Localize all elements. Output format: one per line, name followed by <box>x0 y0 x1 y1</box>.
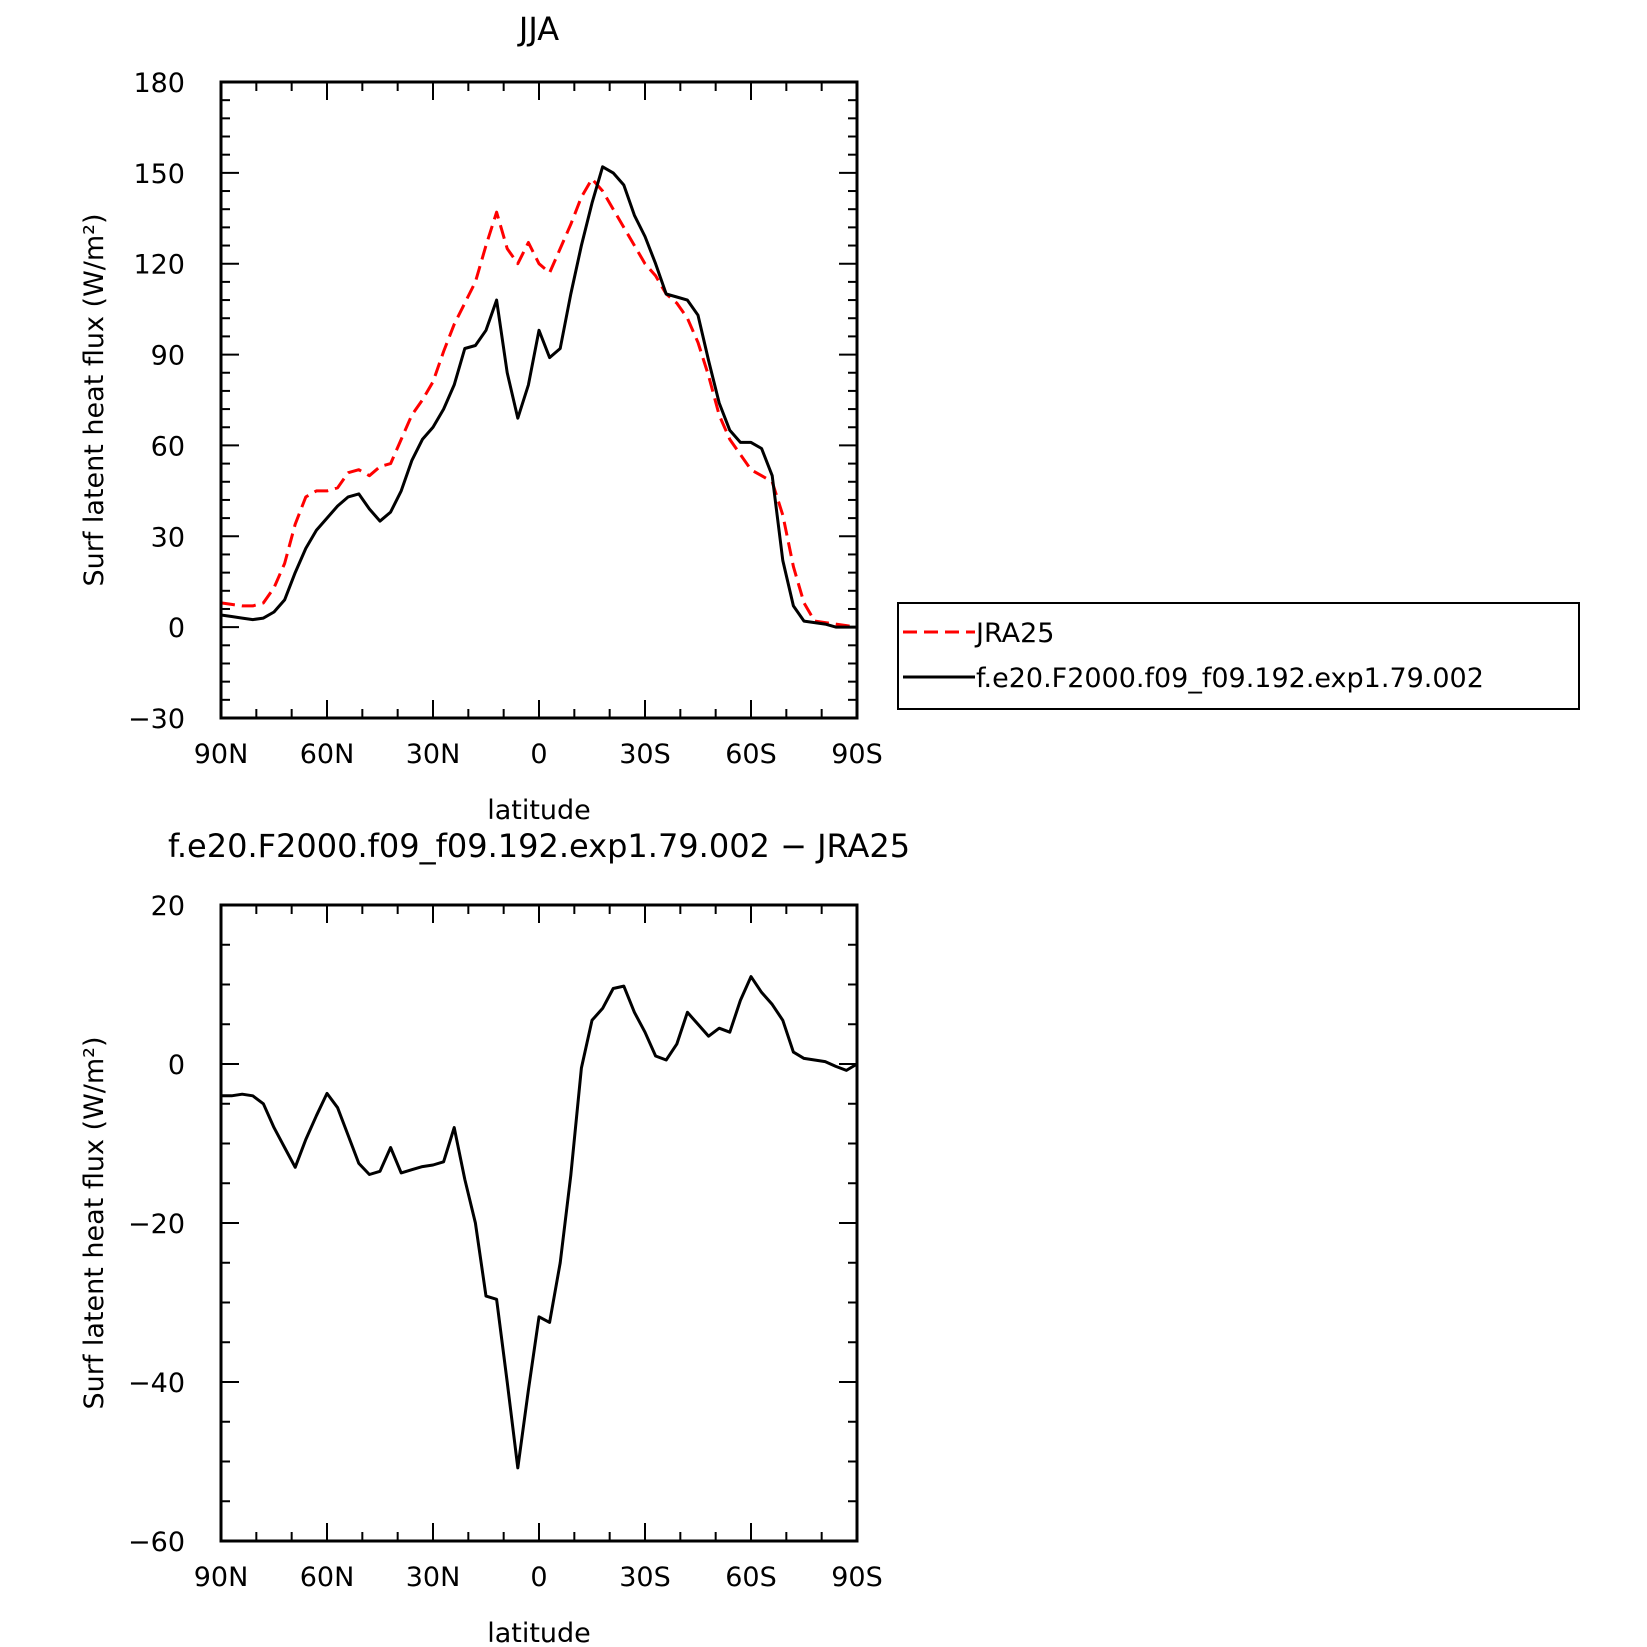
legend-label: f.e20.F2000.f09_f09.192.exp1.79.002 <box>976 663 1484 694</box>
y-tick-label: −40 <box>128 1368 185 1399</box>
x-tick-label: 60N <box>300 1562 355 1593</box>
legend-label: JRA25 <box>974 618 1054 649</box>
top-panel-y-axis-label: Surf latent heat flux (W/m²) <box>79 213 110 586</box>
x-tick-label: 0 <box>530 1562 547 1593</box>
y-tick-label: 120 <box>133 250 185 281</box>
legend-entry-model: f.e20.F2000.f09_f09.192.exp1.79.002 <box>903 663 1484 694</box>
x-tick-label: 90N <box>194 1562 249 1593</box>
series-line-difference <box>221 975 858 1470</box>
bottom-panel-frame <box>219 903 859 1543</box>
x-tick-label: 60S <box>725 739 777 770</box>
x-tick-label: 60S <box>725 1562 777 1593</box>
top-panel: JJA 90N 60N 30N 0 30S 60S 90S 180 150 120 90 60 30 0 −… <box>79 10 883 826</box>
bottom-panel-x-axis-label: latitude <box>487 1618 591 1647</box>
y-tick-label: 0 <box>168 1050 185 1081</box>
series-line-f-e20-f2000-f09-f09-192-exp1-79-002 <box>220 165 857 629</box>
x-tick-label: 0 <box>530 739 547 770</box>
top-panel-x-axis-label: latitude <box>487 795 591 826</box>
y-tick-label: 0 <box>168 613 185 644</box>
y-tick-label: −60 <box>128 1527 185 1558</box>
x-tick-label: 30S <box>619 1562 671 1593</box>
bottom-panel-y-axis-label: Surf latent heat flux (W/m²) <box>79 1036 110 1409</box>
legend: JRA25 f.e20.F2000.f09_f09.192.exp1.79.00… <box>897 602 1580 710</box>
x-tick-label: 30N <box>406 739 461 770</box>
y-tick-label: 150 <box>133 159 185 190</box>
bottom-panel-plot-area <box>221 975 858 1470</box>
top-panel-title: JJA <box>517 10 559 48</box>
y-tick-label: 180 <box>133 68 185 99</box>
y-tick-label: −30 <box>128 704 185 735</box>
series-line-jra25 <box>220 177 858 629</box>
bottom-panel: f.e20.F2000.f09_f09.192.exp1.79.002 − JR… <box>79 827 910 1647</box>
x-tick-label: 90S <box>831 1562 883 1593</box>
y-tick-label: −20 <box>128 1209 185 1240</box>
legend-box <box>897 602 1580 710</box>
x-tick-label: 30S <box>619 739 671 770</box>
top-panel-frame <box>219 80 859 720</box>
y-tick-label: 30 <box>151 522 185 553</box>
legend-entry-jra25: JRA25 <box>903 618 1054 649</box>
y-tick-label: 60 <box>151 431 185 462</box>
y-tick-label: 90 <box>151 341 185 372</box>
bottom-panel-ticks: 90N 60N 30N 0 30S 60S 90S 20 0 −20 −40 −60 <box>128 891 883 1593</box>
x-tick-label: 90N <box>194 739 249 770</box>
y-tick-label: 20 <box>151 891 185 922</box>
top-panel-plot-area <box>220 165 858 629</box>
top-panel-ticks: 90N 60N 30N 0 30S 60S 90S 180 150 120 90 60 30 0 −30 <box>128 68 883 770</box>
x-tick-label: 30N <box>406 1562 461 1593</box>
x-tick-label: 90S <box>831 739 883 770</box>
x-tick-label: 60N <box>300 739 355 770</box>
bottom-panel-title: f.e20.F2000.f09_f09.192.exp1.79.002 − JR… <box>168 827 910 865</box>
